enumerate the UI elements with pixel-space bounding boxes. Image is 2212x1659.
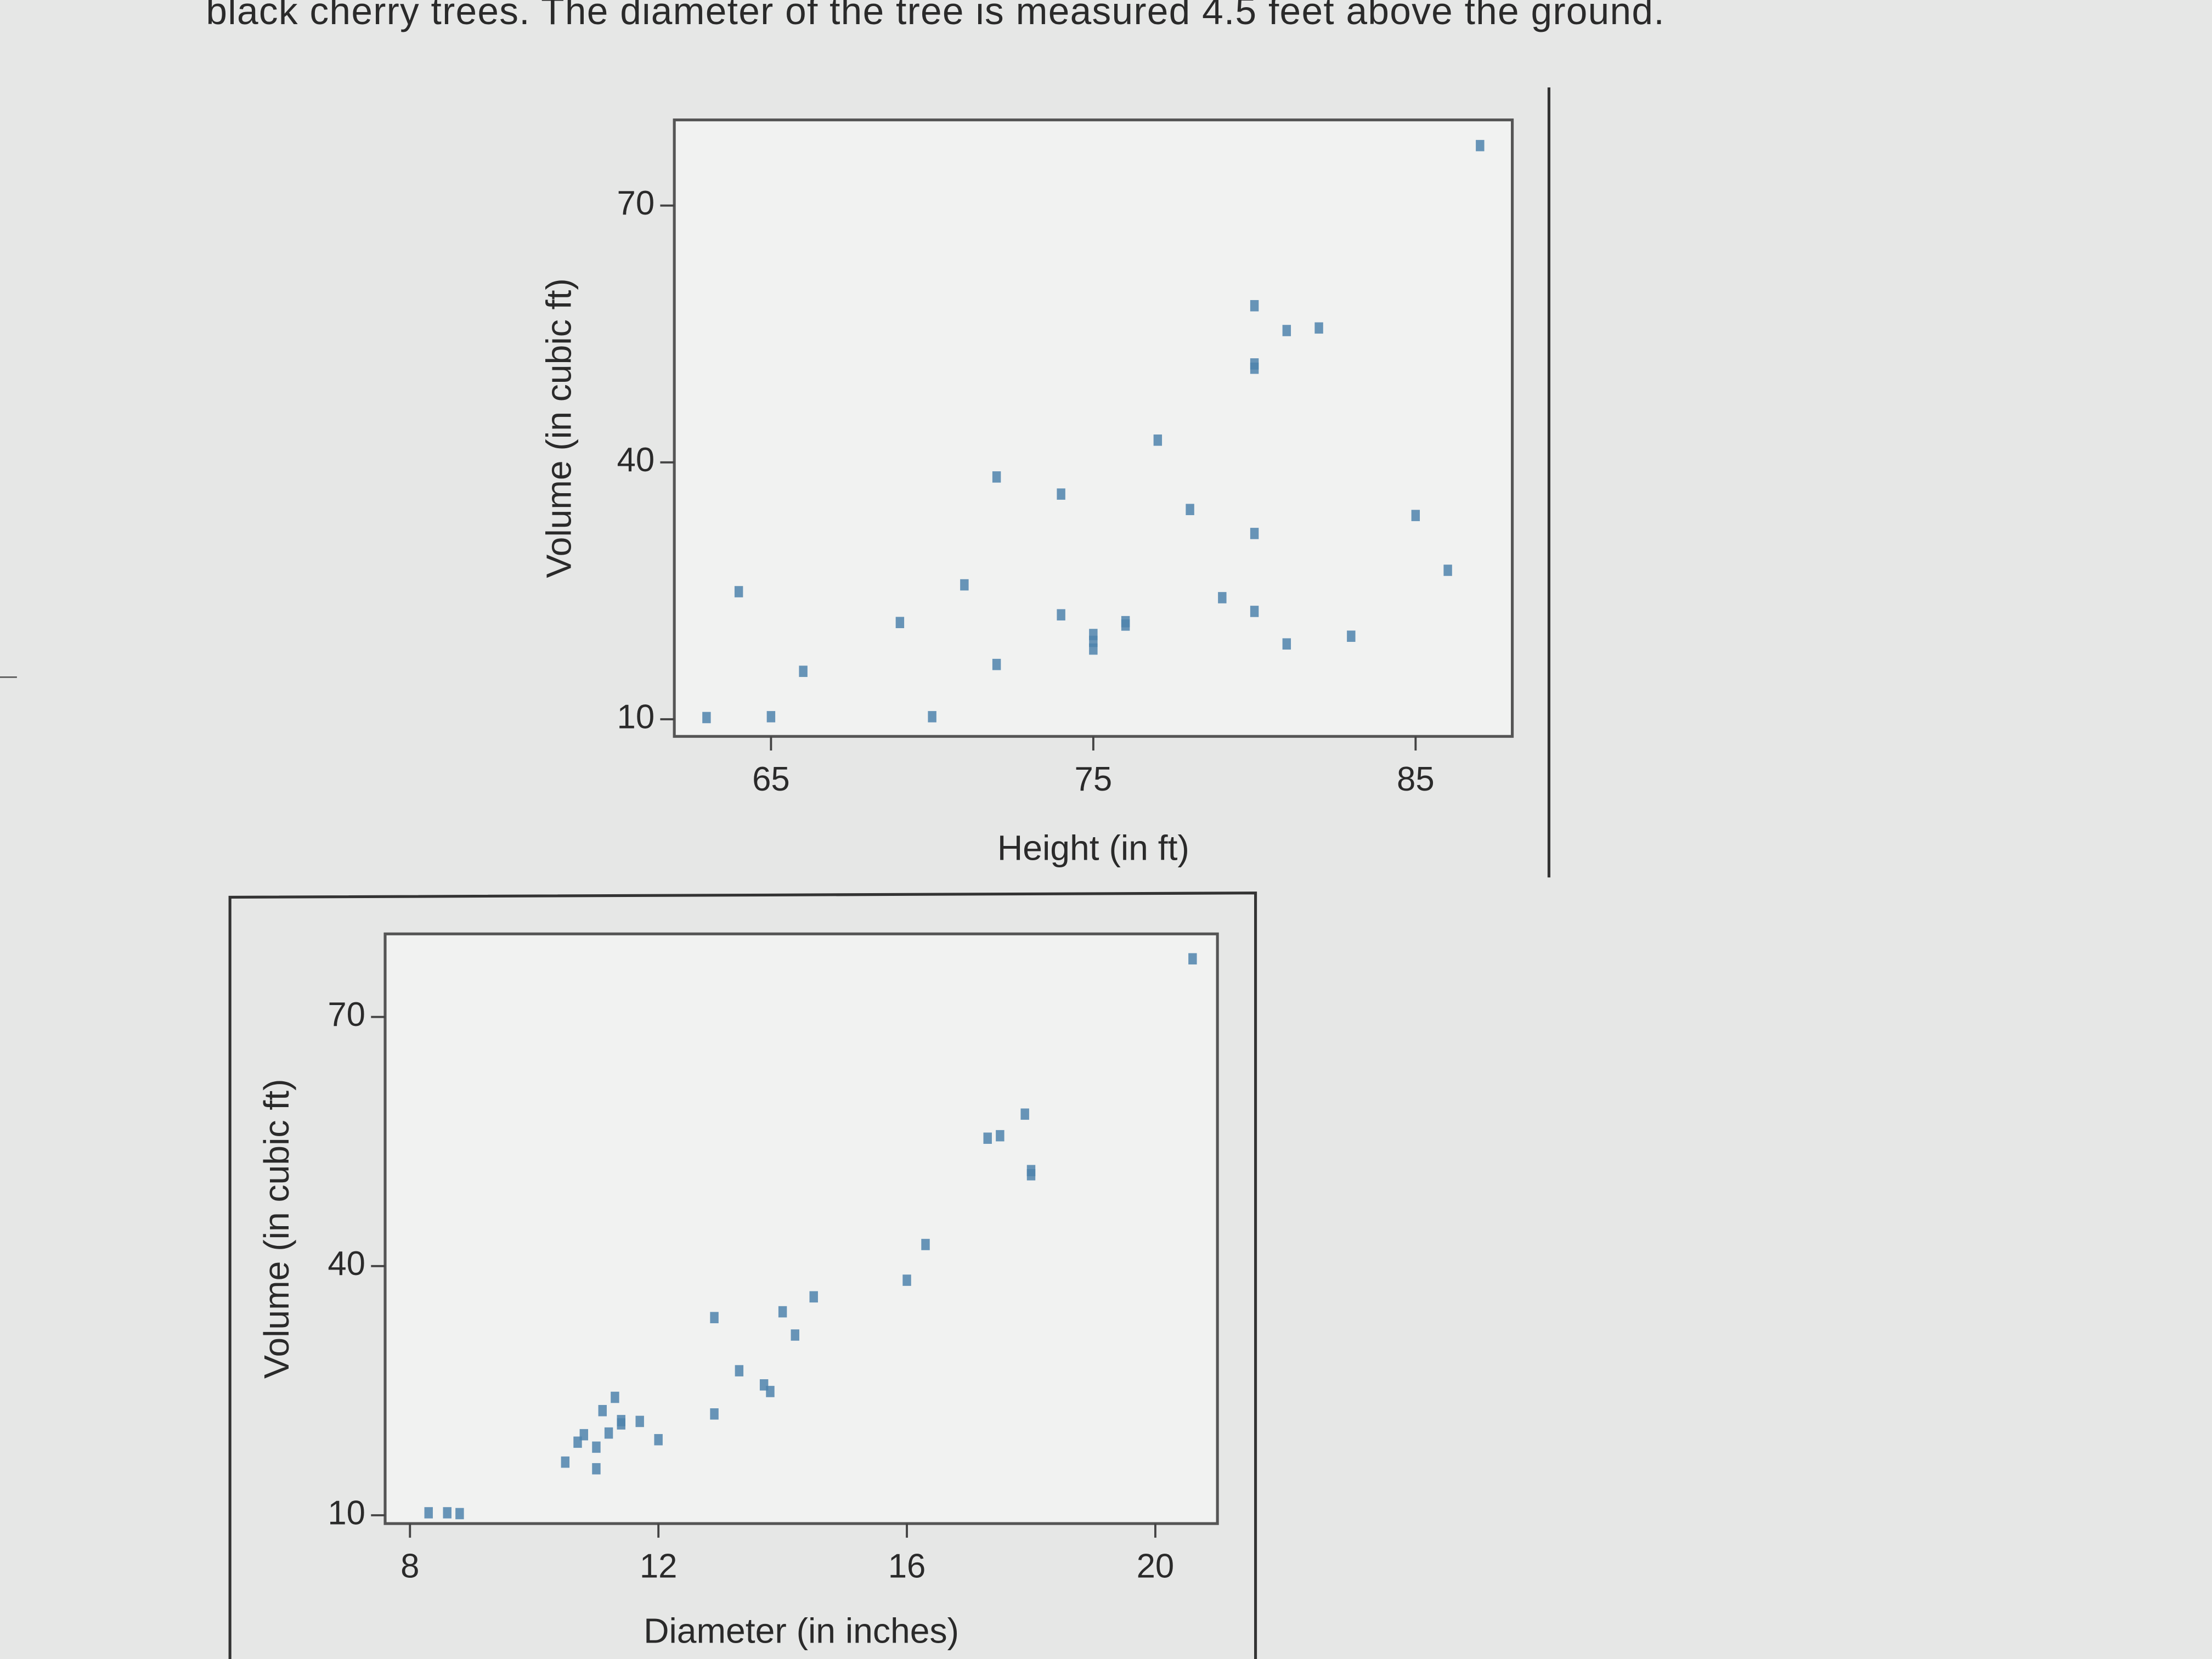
y-tick-label: 10	[328, 1494, 365, 1532]
y-tick-label: 70	[617, 184, 655, 222]
point	[654, 1434, 663, 1446]
point	[611, 1391, 619, 1403]
point	[1121, 616, 1130, 628]
x-axis-label: Height (in ft)	[997, 828, 1189, 868]
point	[1250, 362, 1259, 374]
point	[561, 1456, 570, 1468]
point	[809, 1291, 818, 1303]
point	[791, 1329, 799, 1341]
y-tick-label: 10	[617, 698, 655, 736]
point	[1476, 140, 1485, 151]
point	[598, 1404, 607, 1417]
point	[443, 1507, 452, 1519]
point	[921, 1239, 930, 1250]
point	[766, 1386, 775, 1397]
point	[1282, 638, 1291, 650]
point	[604, 1427, 613, 1439]
x-tick-label: 85	[1397, 760, 1435, 798]
point	[592, 1441, 601, 1453]
point	[1153, 434, 1163, 446]
point	[1314, 322, 1323, 334]
y-tick-label: 40	[617, 441, 655, 479]
point	[1250, 528, 1259, 539]
point	[1250, 606, 1259, 617]
point	[1250, 300, 1259, 312]
plot-frame	[383, 932, 1219, 1525]
x-tick-label: 12	[640, 1548, 678, 1585]
point	[617, 1415, 625, 1426]
point	[1411, 510, 1420, 521]
point	[928, 711, 936, 723]
point	[579, 1429, 589, 1441]
point	[710, 1408, 719, 1420]
point	[1020, 1108, 1029, 1120]
panel-frame	[228, 891, 1257, 1659]
point	[1057, 488, 1065, 500]
point	[592, 1463, 601, 1475]
point	[778, 1306, 787, 1318]
point	[1089, 635, 1098, 647]
point	[424, 1507, 433, 1519]
point	[766, 711, 776, 723]
x-axis-label: Diameter (in inches)	[644, 1611, 959, 1651]
y-axis-label: Volume (in cubic ft)	[257, 1079, 296, 1378]
x-tick-label: 65	[752, 760, 790, 798]
point	[455, 1508, 464, 1520]
point	[799, 665, 808, 677]
point	[1057, 609, 1065, 620]
x-tick-label: 8	[400, 1548, 419, 1585]
point	[1347, 630, 1356, 642]
point	[960, 579, 969, 591]
x-tick-label: 20	[1137, 1548, 1175, 1585]
point	[992, 658, 1001, 670]
point	[996, 1130, 1005, 1142]
y-tick-label: 70	[328, 996, 365, 1034]
point	[1186, 504, 1194, 515]
point	[710, 1312, 719, 1323]
point	[635, 1415, 644, 1427]
caption: black cherry trees. The diameter of the …	[206, 0, 1664, 32]
point	[1026, 1169, 1036, 1181]
point	[1218, 592, 1227, 603]
y-tick-label: 40	[328, 1245, 365, 1283]
x-tick-label: 16	[888, 1548, 926, 1585]
point	[735, 1365, 744, 1376]
point	[1282, 325, 1291, 336]
point	[902, 1274, 911, 1286]
x-tick-label: 75	[1075, 760, 1113, 798]
point	[1188, 953, 1197, 964]
point	[895, 617, 905, 628]
point	[702, 712, 711, 724]
point	[992, 471, 1001, 483]
y-axis-label: Volume (in cubic ft)	[539, 278, 578, 578]
point	[983, 1132, 992, 1144]
point	[734, 586, 743, 597]
point	[1443, 565, 1452, 576]
